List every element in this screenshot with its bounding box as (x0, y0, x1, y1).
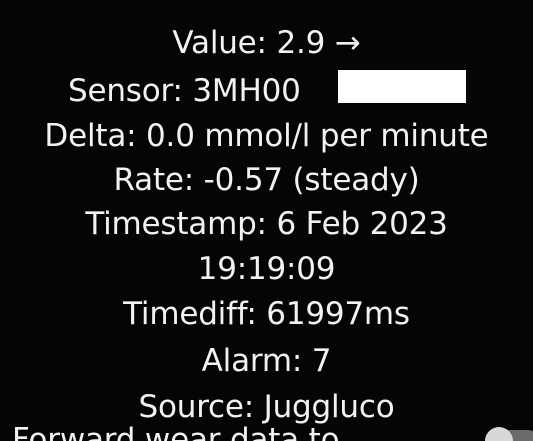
sensor-line: Sensor: 3MH00 (68, 73, 301, 109)
rate-line: Rate: -0.57 (steady) (113, 162, 420, 198)
value-line: Value: 2.9 → (172, 25, 361, 61)
timestamp-time-line: 19:19:09 (197, 251, 336, 287)
redacted-sensor-id-box (338, 70, 466, 103)
sensor-row: Sensor: 3MH00 (0, 72, 533, 110)
timediff-line: Timediff: 61997ms (123, 296, 410, 332)
forward-wear-data-toggle[interactable] (485, 427, 533, 441)
timestamp-date-line: Timestamp: 6 Feb 2023 (85, 206, 448, 242)
alarm-line: Alarm: 7 (201, 343, 332, 379)
source-line: Source: Juggluco (138, 389, 395, 425)
delta-line: Delta: 0.0 mmol/l per minute (44, 118, 489, 154)
toggle-knob[interactable] (485, 427, 513, 441)
forward-wear-data-label: Forward wear data to (12, 422, 340, 441)
